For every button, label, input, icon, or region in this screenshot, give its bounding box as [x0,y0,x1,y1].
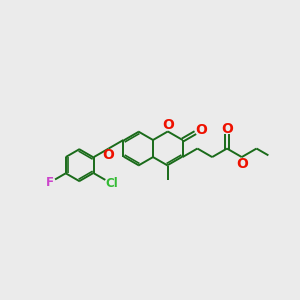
Text: O: O [236,157,248,170]
Text: Cl: Cl [105,177,118,190]
Text: O: O [103,148,115,162]
Text: O: O [195,122,207,136]
Text: O: O [221,122,233,136]
Text: O: O [162,118,174,132]
Text: F: F [46,176,54,189]
